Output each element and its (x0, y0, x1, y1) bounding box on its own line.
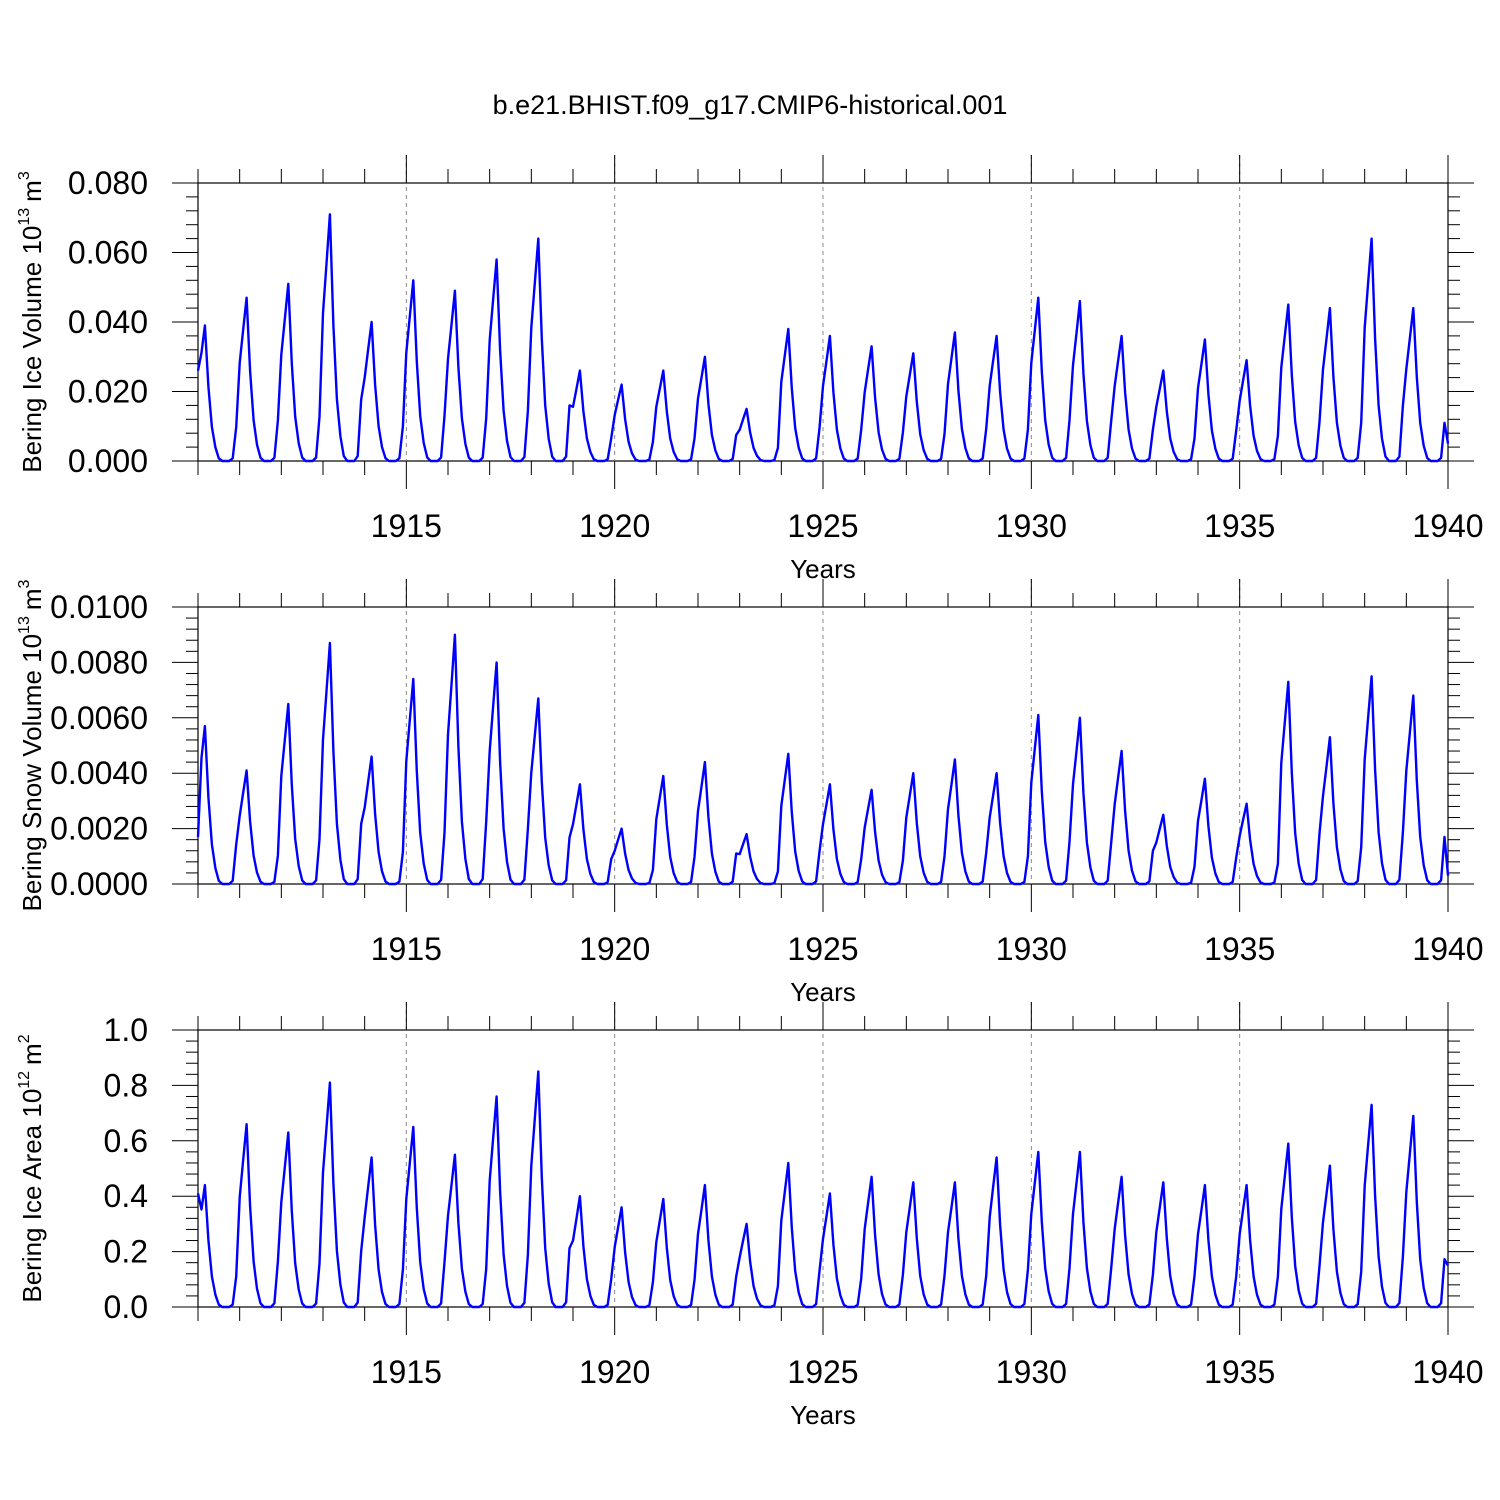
y-tick-label: 0.0 (104, 1289, 148, 1325)
y-tick-label: 0.040 (68, 304, 148, 340)
y-tick-label: 0.0020 (50, 811, 148, 847)
y-tick-label: 0.2 (104, 1234, 148, 1270)
y-axis-title-exponent: 13 (16, 208, 33, 226)
x-tick-label: 1935 (1204, 931, 1275, 967)
y-tick-label: 0.060 (68, 235, 148, 271)
series-line (196, 633, 1450, 886)
y-tick-label: 0.0040 (50, 755, 148, 791)
x-tick-label: 1940 (1412, 508, 1483, 544)
y-tick-label: 0.8 (104, 1067, 148, 1103)
x-tick-label: 1915 (371, 508, 442, 544)
x-tick-label: 1925 (787, 1354, 858, 1390)
y-tick-label: 0.0080 (50, 644, 148, 680)
chart-panel-1: 1915 1920 1925 1930 1935 1940Years0.0000.0200… (16, 155, 1484, 584)
y-axis-title-text: Bering Ice Area 10 (17, 1089, 47, 1303)
y-axis-title-text: Bering Ice Volume 10 (17, 226, 47, 473)
y-tick-label: 0.020 (68, 374, 148, 410)
chart-panel-3: 1915 1920 1925 1930 1935 1940 Years 0.0 0.2 0.4 0.… (16, 1002, 1484, 1430)
y-axis-title: Bering Snow Volume 1013 m3 (16, 579, 47, 911)
x-axis-title: Years (790, 1400, 856, 1430)
y-axis-title-text: Bering Snow Volume 10 (17, 634, 47, 912)
y-axis-title-unit-exponent: 2 (16, 1034, 33, 1043)
y-axis-title-unit-exponent: 3 (16, 171, 33, 180)
y-tick-label: 0.4 (104, 1178, 148, 1214)
y-tick-label: 0.080 (68, 165, 148, 201)
x-tick-label: 1920 (579, 931, 650, 967)
series-line (196, 213, 1450, 463)
x-tick-label: 1940 (1412, 931, 1483, 967)
x-tick-label: 1915 (371, 931, 442, 967)
y-axis-title-unit: m (17, 588, 47, 610)
plot-frame (197, 606, 1449, 885)
y-tick-label: 0.000 (68, 443, 148, 479)
x-tick-label: 1915 (371, 1354, 442, 1390)
y-tick-label: 0.6 (104, 1123, 148, 1159)
series-line (196, 1070, 1450, 1309)
y-axis-title-unit: m (17, 180, 47, 202)
x-tick-label: 1925 (787, 508, 858, 544)
chart-panel-2: 1915 1920 1925 1930 1935 1940Years0.00000.002… (16, 579, 1484, 1007)
x-tick-label: 1920 (579, 508, 650, 544)
y-axis-title-unit: m (17, 1043, 47, 1065)
y-tick-label: 0.0100 (50, 589, 148, 625)
x-tick-label: 1940 (1412, 1354, 1483, 1390)
x-tick-label: 1925 (787, 931, 858, 967)
y-axis-title-exponent: 12 (16, 1071, 33, 1089)
y-tick-label: 1.0 (104, 1012, 148, 1048)
y-axis-title: Bering Ice Area 1012 m2 (16, 1034, 47, 1302)
y-axis-title-unit-exponent: 3 (16, 579, 33, 588)
y-tick-label: 0.0060 (50, 700, 148, 736)
x-tick-label: 1935 (1204, 508, 1275, 544)
y-axis-title-exponent: 13 (16, 616, 33, 634)
x-tick-label: 1930 (996, 931, 1067, 967)
y-tick-label: 0.0000 (50, 866, 148, 902)
plot-frame (197, 1029, 1449, 1308)
figure-title: b.e21.BHIST.f09_g17.CMIP6-historical.001 (492, 90, 1008, 120)
x-tick-label: 1920 (579, 1354, 650, 1390)
y-axis-title: Bering Ice Volume 1013 m3 (16, 171, 47, 473)
x-tick-label: 1935 (1204, 1354, 1275, 1390)
x-tick-label: 1930 (996, 508, 1067, 544)
x-tick-label: 1930 (996, 1354, 1067, 1390)
